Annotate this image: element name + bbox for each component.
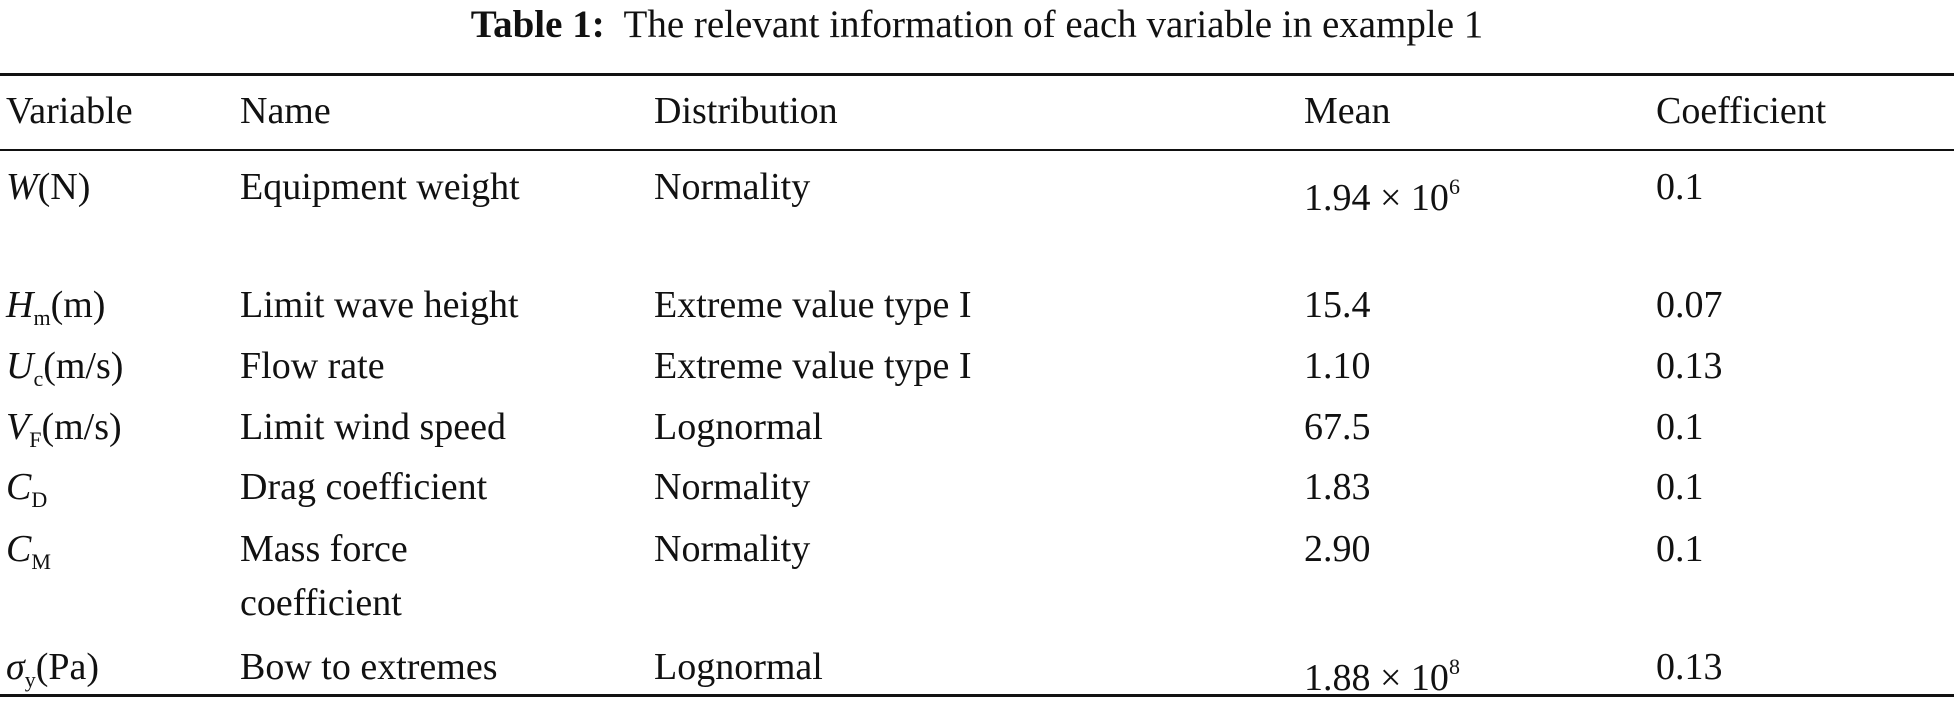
symbol: C [6, 528, 32, 570]
unit: (m/s) [41, 406, 122, 448]
variable-cell: Uc(m/s) [6, 339, 123, 406]
subscript: F [29, 427, 42, 452]
mean-cell: 15.4 [1304, 284, 1371, 326]
exponent: 6 [1448, 174, 1460, 199]
coefficient-cell: 0.07 [1656, 284, 1723, 326]
header-cell: Coefficient [1656, 90, 1827, 132]
mean-base: 1.88 × 10 [1304, 657, 1449, 699]
variable-cell: CD [6, 460, 47, 527]
variable-cell: Hm(m) [6, 278, 105, 345]
name-cell: Bow to extremes [240, 646, 498, 688]
subscript: y [24, 667, 36, 692]
distribution-cell: Lognormal [654, 406, 823, 448]
coefficient-cell: 0.1 [1656, 528, 1704, 570]
header-cell: Mean [1304, 90, 1391, 132]
coefficient-cell: 0.13 [1656, 345, 1723, 387]
subscript: D [31, 487, 48, 512]
symbol: V [6, 406, 30, 448]
mean-cell: 1.88 × 108 [1304, 640, 1460, 704]
distribution-cell: Extreme value type I [654, 284, 972, 326]
symbol: σ [6, 646, 25, 688]
name-cell: Mass force coefficient [240, 528, 408, 624]
unit: (m) [50, 284, 106, 326]
coefficient-cell: 0.1 [1656, 166, 1704, 208]
header-rule [0, 149, 1954, 151]
table-title: Table 1: The relevant information of eac… [0, 2, 1954, 47]
distribution-cell: Normality [654, 466, 811, 508]
unit: (m/s) [43, 345, 124, 387]
top-rule [0, 73, 1954, 76]
subscript: M [31, 549, 51, 574]
symbol: U [6, 345, 34, 387]
mean-cell: 1.94 × 106 [1304, 160, 1460, 225]
unit: (Pa) [35, 646, 100, 688]
distribution-cell: Normality [654, 166, 811, 208]
symbol: W [6, 166, 38, 208]
distribution-cell: Extreme value type I [654, 345, 972, 387]
variable-cell: VF(m/s) [6, 400, 122, 467]
name-cell: Drag coefficient [240, 466, 488, 508]
exponent: 8 [1448, 654, 1460, 679]
mean-cell: 1.83 [1304, 466, 1371, 508]
title-label: Table 1: [470, 3, 605, 46]
distribution-cell: Normality [654, 528, 811, 570]
name-cell: Equipment weight [240, 166, 520, 208]
symbol: H [6, 284, 34, 326]
mean-cell: 67.5 [1304, 406, 1371, 448]
variable-cell: σy(Pa) [6, 640, 99, 704]
coefficient-cell: 0.1 [1656, 406, 1704, 448]
subscript: m [33, 305, 51, 330]
name-cell: Limit wind speed [240, 406, 506, 448]
mean-cell: 1.10 [1304, 345, 1371, 387]
header-cell: Name [240, 90, 331, 132]
subscript: c [33, 366, 44, 391]
coefficient-cell: 0.13 [1656, 646, 1723, 688]
mean-cell: 2.90 [1304, 528, 1371, 570]
distribution-cell: Lognormal [654, 646, 823, 688]
title-text: The relevant information of each variabl… [623, 3, 1484, 46]
symbol: C [6, 466, 32, 508]
name-cell: Flow rate [240, 345, 385, 387]
coefficient-cell: 0.1 [1656, 466, 1704, 508]
name-cell: Limit wave height [240, 284, 519, 326]
mean-base: 1.94 × 10 [1304, 177, 1449, 219]
variable-cell: W(N) [6, 160, 90, 214]
unit: (N) [37, 166, 91, 208]
header-cell: Distribution [654, 90, 838, 132]
header-cell: Variable [6, 90, 133, 132]
variable-cell: CM [6, 522, 51, 589]
bottom-rule [0, 694, 1954, 697]
